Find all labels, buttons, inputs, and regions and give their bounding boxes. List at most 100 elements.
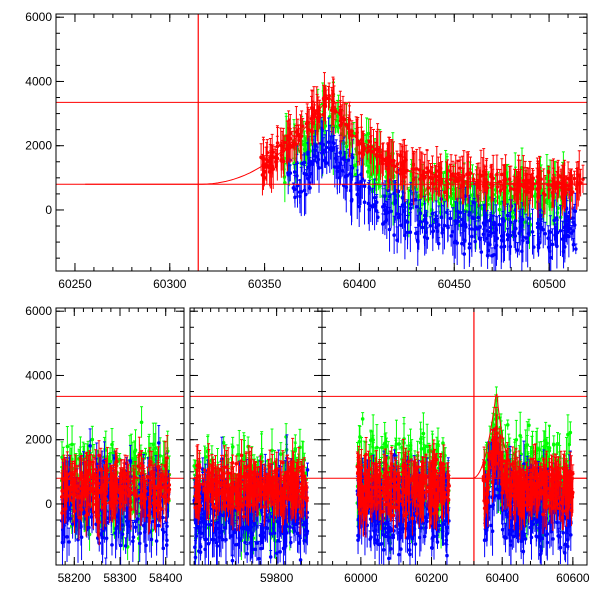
data-point bbox=[381, 222, 385, 226]
data-point bbox=[355, 130, 359, 135]
data-point bbox=[365, 150, 370, 154]
data-point bbox=[538, 222, 543, 226]
data-point bbox=[569, 180, 574, 185]
data-point bbox=[323, 160, 328, 165]
data-point bbox=[408, 230, 413, 234]
data-point bbox=[509, 186, 513, 191]
y-tick-label: 6000 bbox=[25, 10, 52, 24]
data-point bbox=[399, 223, 403, 228]
data-point bbox=[357, 151, 362, 155]
data-point bbox=[114, 526, 118, 531]
data-point bbox=[375, 146, 380, 151]
data-point bbox=[376, 215, 380, 220]
data-point bbox=[545, 176, 549, 180]
data-point bbox=[372, 195, 377, 200]
data-point bbox=[128, 459, 133, 463]
data-point bbox=[495, 184, 500, 189]
data-point bbox=[546, 245, 551, 250]
data-point bbox=[566, 187, 571, 192]
data-point bbox=[403, 219, 408, 223]
data-point bbox=[405, 230, 410, 235]
data-point bbox=[350, 166, 355, 170]
data-point bbox=[431, 229, 436, 233]
data-point bbox=[320, 150, 325, 155]
data-point bbox=[149, 537, 154, 542]
data-point bbox=[338, 123, 343, 128]
data-point bbox=[302, 160, 307, 165]
data-point bbox=[321, 96, 326, 101]
data-point bbox=[131, 539, 135, 544]
data-point bbox=[152, 452, 157, 456]
data-point bbox=[132, 450, 137, 454]
data-point bbox=[317, 112, 321, 117]
data-point bbox=[387, 154, 392, 159]
data-point bbox=[306, 150, 310, 155]
data-point bbox=[476, 215, 480, 220]
data-point bbox=[568, 226, 572, 231]
data-point bbox=[499, 245, 504, 249]
data-point bbox=[502, 185, 507, 190]
data-point bbox=[471, 177, 476, 182]
data-point bbox=[60, 455, 64, 460]
data-point bbox=[507, 234, 512, 239]
data-point bbox=[466, 176, 470, 181]
data-point bbox=[331, 140, 335, 145]
data-point bbox=[554, 216, 559, 220]
plot-area bbox=[56, 14, 587, 271]
data-point bbox=[442, 223, 447, 228]
data-point bbox=[509, 204, 514, 208]
data-point bbox=[430, 176, 435, 181]
data-point bbox=[395, 170, 399, 174]
data-point bbox=[425, 221, 429, 225]
data-point bbox=[430, 208, 434, 212]
data-point bbox=[529, 184, 534, 189]
data-point bbox=[414, 231, 418, 236]
data-point bbox=[533, 192, 538, 197]
data-point bbox=[543, 231, 547, 236]
data-point bbox=[512, 232, 516, 237]
data-point bbox=[451, 229, 455, 234]
data-point bbox=[481, 184, 486, 189]
data-point bbox=[489, 216, 493, 221]
data-point bbox=[134, 519, 138, 524]
data-point bbox=[165, 456, 169, 460]
data-point bbox=[497, 222, 502, 227]
data-point bbox=[161, 546, 166, 551]
data-point bbox=[131, 535, 136, 539]
data-point bbox=[458, 166, 462, 170]
data-point bbox=[111, 451, 115, 456]
data-point bbox=[118, 543, 123, 548]
data-point bbox=[485, 253, 490, 258]
data-point bbox=[67, 540, 71, 544]
data-point bbox=[336, 165, 341, 169]
data-point bbox=[139, 420, 144, 425]
data-point bbox=[428, 196, 433, 201]
data-point bbox=[396, 189, 401, 194]
y-tick-label: 0 bbox=[45, 203, 52, 217]
data-point bbox=[538, 186, 542, 190]
data-point bbox=[299, 134, 304, 138]
data-point bbox=[526, 231, 531, 236]
series-blue bbox=[286, 117, 578, 271]
data-point bbox=[120, 523, 125, 527]
data-point bbox=[335, 169, 340, 174]
data-point bbox=[344, 185, 349, 190]
data-point bbox=[495, 172, 499, 177]
data-point bbox=[564, 224, 569, 228]
data-point bbox=[324, 145, 329, 150]
data-point bbox=[555, 210, 560, 215]
data-point bbox=[387, 194, 392, 199]
data-point bbox=[307, 128, 311, 132]
data-point bbox=[524, 236, 528, 240]
data-point bbox=[366, 201, 371, 206]
panel-top: 60250 60300 60350 60400 60450 60500 0 2000 4000 6… bbox=[25, 10, 588, 291]
data-point bbox=[491, 176, 496, 181]
data-point bbox=[481, 221, 486, 225]
data-point bbox=[355, 192, 360, 197]
data-point bbox=[493, 199, 498, 203]
data-point bbox=[398, 212, 402, 217]
data-point bbox=[467, 246, 472, 250]
data-point bbox=[387, 227, 392, 232]
data-point bbox=[403, 233, 407, 238]
data-point bbox=[138, 531, 142, 536]
